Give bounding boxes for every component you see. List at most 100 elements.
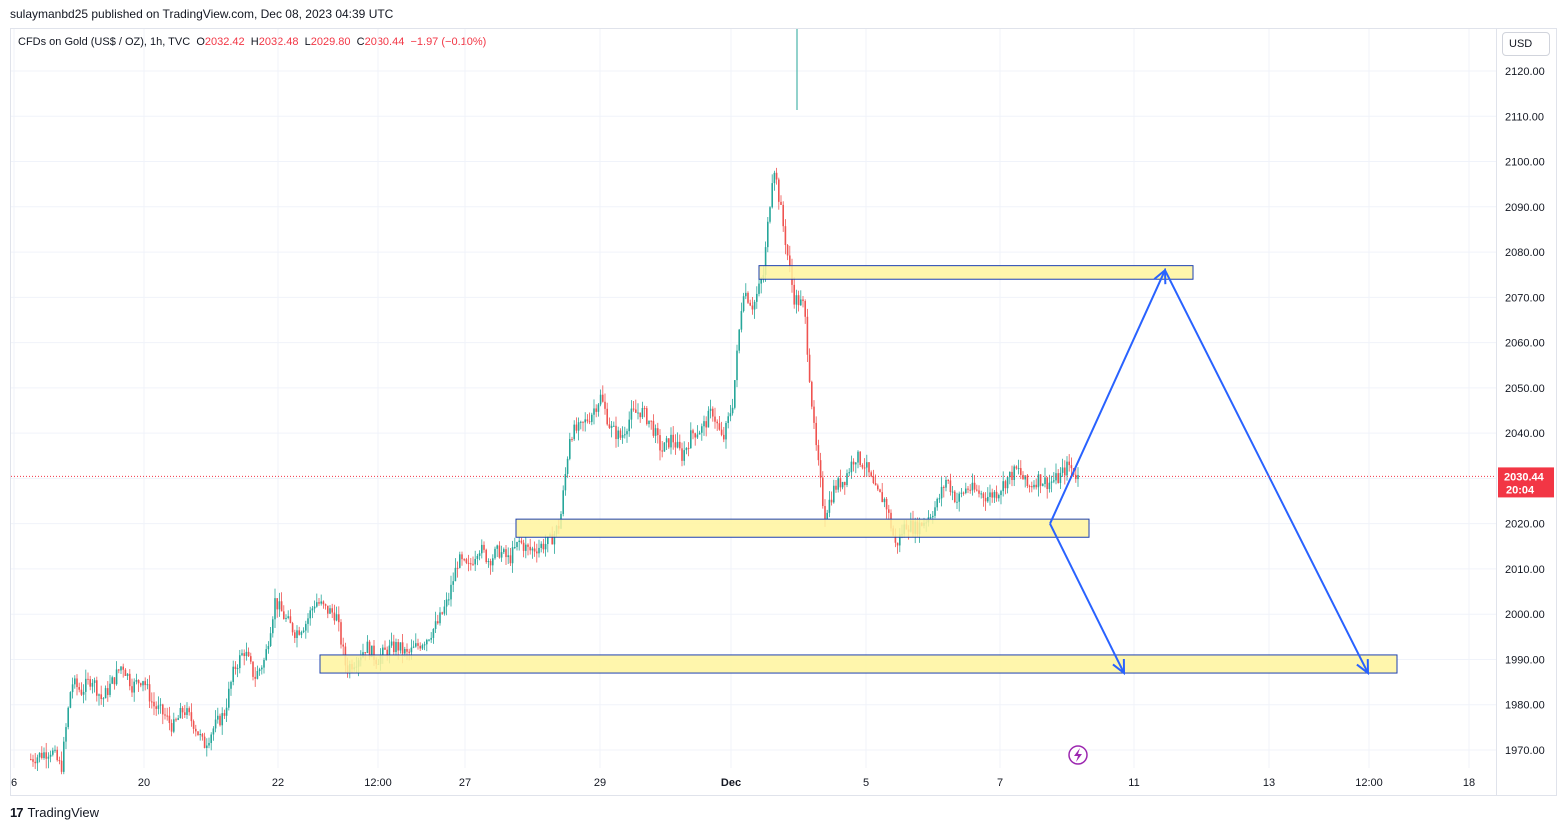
candle-body (485, 549, 487, 563)
candle-body (1028, 486, 1031, 488)
candle-body (30, 759, 32, 761)
candle-body (850, 461, 853, 473)
candle-body (562, 490, 564, 514)
chart-pane[interactable] (10, 28, 1497, 796)
candle-body (78, 687, 80, 690)
candle-body (1077, 474, 1079, 480)
candle-body (263, 659, 265, 668)
candle-body (626, 431, 628, 435)
time-tick-label: 6 (11, 777, 17, 789)
candle-body (459, 554, 461, 568)
candle-body (382, 647, 384, 656)
candle-body (476, 555, 479, 559)
candle-body (250, 656, 252, 662)
candle-body (443, 606, 446, 614)
candle-body (256, 671, 259, 679)
candle-body (126, 673, 129, 676)
candle-body (166, 715, 168, 717)
candle-body (516, 541, 518, 548)
candle-body (602, 394, 604, 402)
candle-body (386, 649, 388, 656)
tradingview-logo[interactable]: 17 TradingView (10, 805, 99, 820)
currency-button[interactable]: USD (1502, 32, 1550, 56)
candle-body (430, 637, 432, 640)
candle-body (252, 661, 254, 677)
price-tick-label: 1970.00 (1505, 745, 1545, 757)
candle-body (104, 688, 107, 699)
candle-body (648, 420, 650, 425)
candle-body (753, 301, 756, 310)
candle-body (80, 689, 83, 695)
candle-body (599, 394, 602, 405)
candle-body (322, 601, 325, 605)
candle-body (894, 535, 897, 543)
price-axis[interactable] (1497, 28, 1557, 796)
candle-body (100, 694, 102, 700)
candle-body (151, 701, 153, 703)
time-tick-label: 7 (997, 777, 1003, 789)
candle-body (498, 545, 501, 558)
candle-body (630, 408, 633, 420)
candle-body (855, 462, 857, 465)
candle-body (956, 501, 958, 503)
candle-body (965, 488, 967, 494)
candle-body (221, 713, 223, 726)
candle-body (481, 544, 483, 554)
candle-body (483, 544, 485, 550)
candle-body (1046, 477, 1048, 490)
price-tick-label: 2110.00 (1505, 111, 1544, 123)
candle-body (1061, 467, 1064, 473)
candle-body (265, 649, 267, 660)
candle-body (56, 749, 58, 761)
zones (319, 265, 1398, 674)
candle-body (1004, 481, 1007, 489)
time-tick-label: Dec (721, 777, 741, 789)
close-label: C (356, 36, 365, 48)
time-tick-label: 13 (1263, 777, 1275, 789)
candle-body (698, 432, 701, 435)
candle-body (674, 442, 677, 448)
candle-body (621, 435, 624, 438)
candle-body (397, 642, 399, 651)
candle-body (632, 408, 635, 410)
candle-body (144, 681, 146, 686)
candle-body (142, 681, 144, 686)
candle-body (947, 479, 949, 481)
candle-body (148, 684, 151, 702)
candle-body (943, 486, 945, 488)
candle-body (593, 408, 595, 415)
current-price-label: 2030.44 (1504, 471, 1545, 483)
arrow-head (1356, 659, 1370, 676)
candle-body (74, 678, 76, 685)
candle-body (115, 669, 118, 685)
candle-body (738, 329, 740, 351)
candle-body (124, 669, 127, 676)
candle-body (245, 651, 248, 657)
candle-body (276, 598, 278, 610)
candle-body (663, 442, 666, 452)
candle-body (960, 492, 963, 494)
candle-body (718, 423, 721, 430)
candle-body (1055, 473, 1057, 481)
candle-body (531, 548, 534, 551)
candle-body (522, 542, 525, 551)
candle-body (157, 705, 160, 709)
candle-body (740, 311, 743, 330)
candle-body (58, 760, 61, 762)
time-tick-label: 29 (594, 777, 606, 789)
candle-body (1022, 474, 1024, 480)
candle-body (857, 451, 859, 463)
candle-body (254, 676, 256, 679)
candle-body (177, 718, 179, 720)
candle-body (736, 350, 738, 381)
price-tick-label: 2010.00 (1505, 564, 1545, 576)
candle-body (745, 292, 747, 297)
candle-body (597, 404, 600, 412)
candle-body (542, 543, 545, 550)
candle-body (672, 434, 674, 443)
candle-body (980, 493, 982, 495)
candle-body (1000, 491, 1002, 496)
candle-body (91, 682, 94, 687)
candle-body (617, 430, 619, 440)
candle-body (769, 207, 771, 222)
